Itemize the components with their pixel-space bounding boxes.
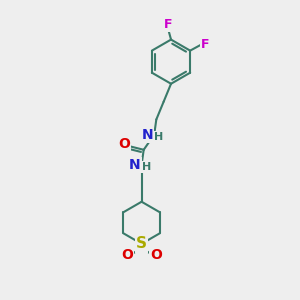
Text: S: S (136, 236, 147, 251)
Text: F: F (164, 18, 172, 32)
Text: F: F (201, 38, 209, 51)
Text: O: O (118, 137, 130, 151)
Text: N: N (129, 158, 141, 172)
Text: H: H (142, 162, 151, 172)
Text: O: O (122, 248, 133, 262)
Text: H: H (154, 132, 164, 142)
Text: N: N (142, 128, 153, 142)
Text: O: O (150, 248, 162, 262)
